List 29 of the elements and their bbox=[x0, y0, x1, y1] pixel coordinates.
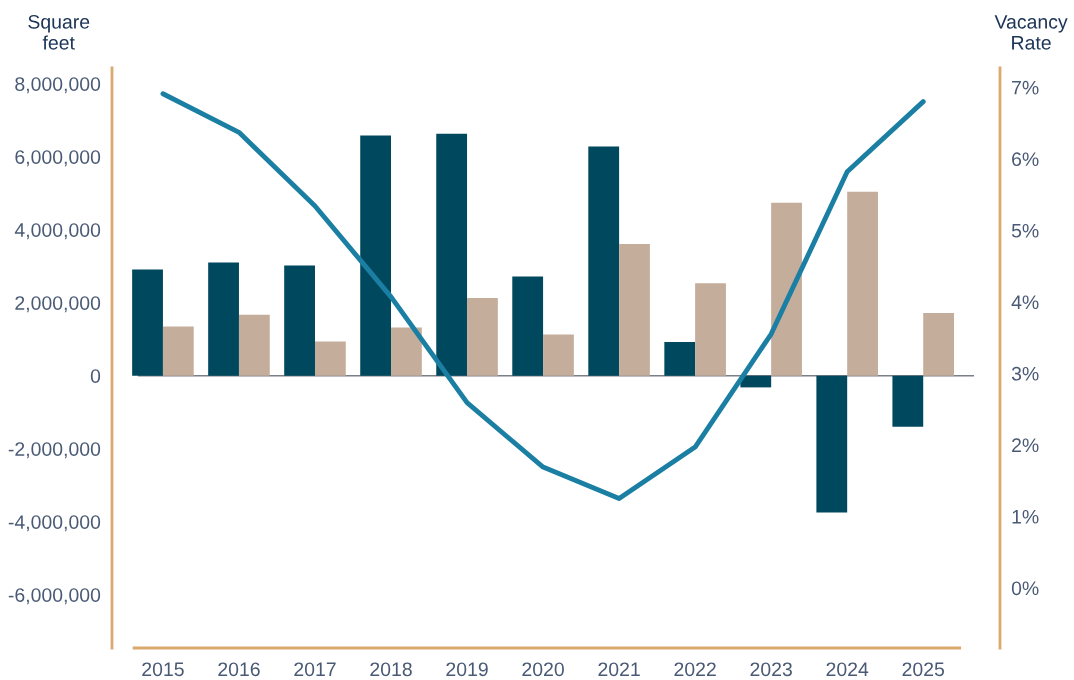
y2-tick-label: 2% bbox=[1012, 438, 1039, 453]
x-tick-label: 2021 bbox=[598, 662, 640, 677]
y2-tick-label: 1% bbox=[1012, 509, 1039, 524]
y2-tick-label: 3% bbox=[1011, 366, 1039, 381]
y2-tick-label: 4% bbox=[1011, 295, 1039, 310]
y2-tick-label: 5% bbox=[1011, 223, 1039, 238]
y-tick-label: 4,000,000 bbox=[14, 223, 101, 240]
y-tick-label: -2,000,000 bbox=[8, 442, 101, 459]
x-tick-label: 2018 bbox=[370, 662, 412, 677]
x-tick-label: 2025 bbox=[902, 662, 945, 677]
y-tick-label: 6,000,000 bbox=[15, 150, 101, 167]
y-tick-label: 2,000,000 bbox=[15, 296, 101, 313]
x-tick-label: 2020 bbox=[522, 662, 564, 677]
x-tick-label: 2024 bbox=[826, 662, 869, 677]
x-tick-label: 2016 bbox=[218, 662, 260, 677]
y-tick-label: -4,000,000 bbox=[8, 515, 101, 532]
x-tick-label: 2019 bbox=[446, 662, 488, 677]
y-tick-label: 8,000,000 bbox=[15, 77, 101, 94]
y2-tick-label: 0% bbox=[1011, 581, 1039, 596]
y2-tick-label: 7% bbox=[1012, 80, 1039, 95]
x-tick-label: 2022 bbox=[674, 662, 716, 677]
y-tick-label: 0 bbox=[90, 369, 101, 383]
y2-axis-title: Vacancy Rate bbox=[994, 15, 1068, 50]
y2-tick-label: 6% bbox=[1012, 152, 1039, 167]
x-tick-label: 2015 bbox=[142, 662, 184, 677]
y-axis-title: Square feet bbox=[28, 14, 90, 50]
y-tick-label: -6,000,000 bbox=[8, 588, 101, 605]
x-tick-label: 2017 bbox=[294, 662, 336, 677]
x-tick-label: 2023 bbox=[750, 662, 792, 677]
